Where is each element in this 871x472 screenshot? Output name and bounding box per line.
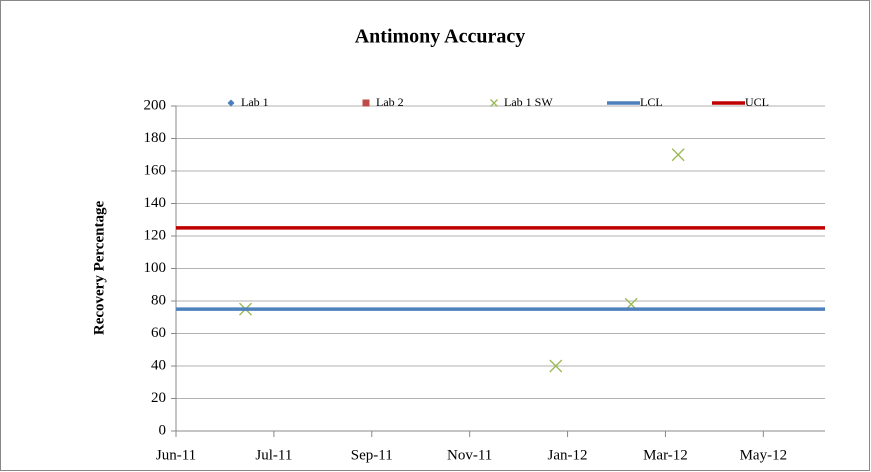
legend-label: Lab 1 SW bbox=[504, 95, 553, 109]
legend-label: UCL bbox=[745, 95, 769, 109]
x-tick-label: Jul-11 bbox=[255, 447, 292, 463]
x-tick-label: May-12 bbox=[740, 447, 788, 463]
y-tick-label: 60 bbox=[151, 325, 166, 341]
legend-label: Lab 1 bbox=[241, 95, 269, 109]
y-tick-label: 40 bbox=[151, 357, 166, 373]
legend-marker bbox=[490, 99, 498, 107]
x-tick-label: Sep-11 bbox=[351, 447, 393, 463]
y-tick-label: 200 bbox=[144, 97, 167, 113]
y-tick-label: 140 bbox=[144, 195, 167, 211]
chart-title: Antimony Accuracy bbox=[355, 26, 526, 48]
y-tick-label: 180 bbox=[144, 130, 167, 146]
x-tick-label: Jan-12 bbox=[548, 447, 588, 463]
y-tick-label: 20 bbox=[151, 390, 166, 406]
y-tick-label: 100 bbox=[144, 260, 167, 276]
y-tick-label: 160 bbox=[144, 162, 167, 178]
legend-label: Lab 2 bbox=[376, 95, 404, 109]
y-axis-label: Recovery Percentage bbox=[91, 201, 107, 336]
y-tick-label: 0 bbox=[159, 422, 167, 438]
y-tick-label: 120 bbox=[144, 227, 167, 243]
x-tick-label: Nov-11 bbox=[447, 447, 492, 463]
legend-marker bbox=[362, 99, 370, 107]
y-tick-label: 80 bbox=[151, 292, 166, 308]
marker bbox=[671, 148, 685, 162]
legend-marker bbox=[227, 99, 235, 107]
x-tick-label: Jun-11 bbox=[156, 447, 196, 463]
marker bbox=[549, 359, 563, 373]
legend-label: LCL bbox=[640, 95, 663, 109]
x-tick-label: Mar-12 bbox=[643, 447, 688, 463]
